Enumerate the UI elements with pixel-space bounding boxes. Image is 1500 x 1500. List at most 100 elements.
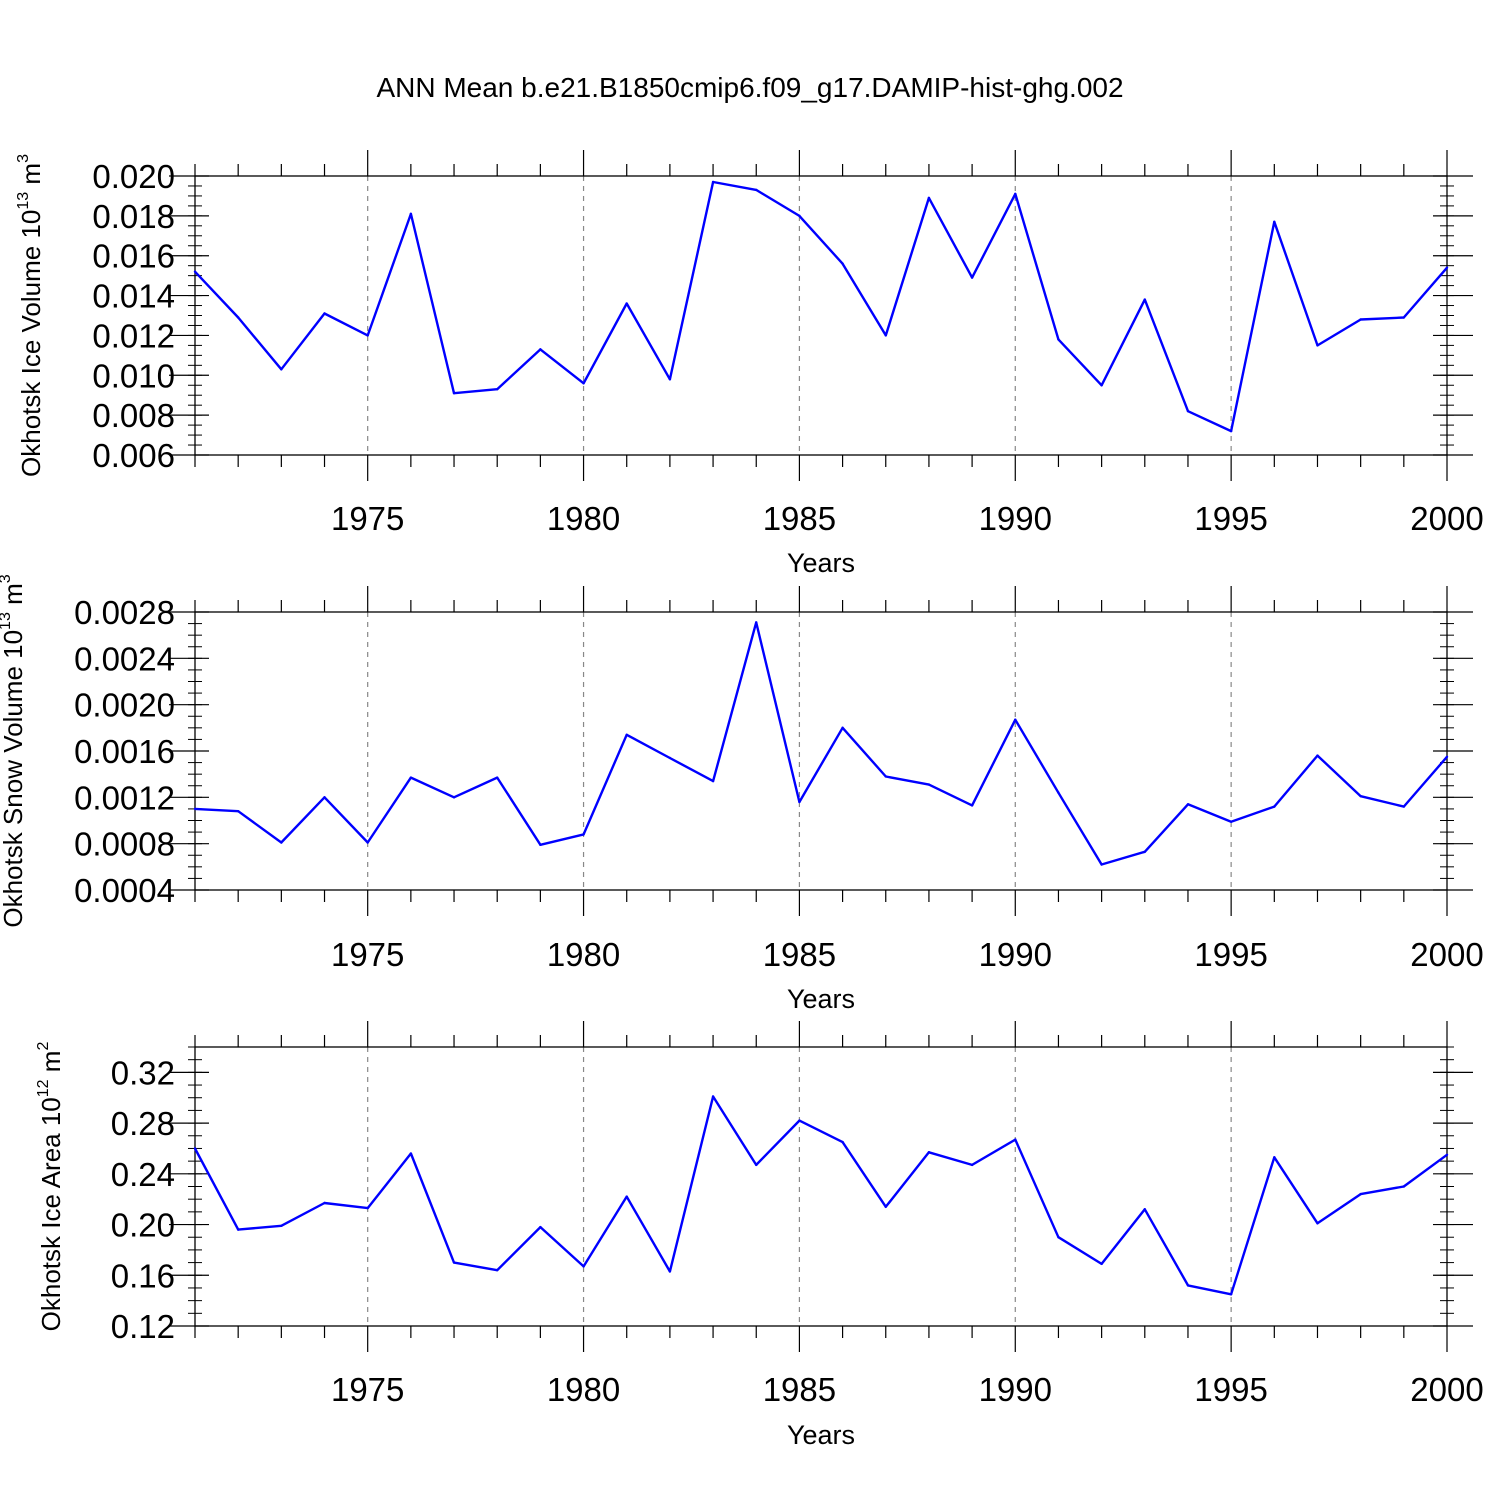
data-point: [1229, 1293, 1233, 1296]
data-point: [280, 1224, 283, 1228]
data-point: [1057, 791, 1060, 794]
data-point: [323, 796, 326, 799]
data-point: [366, 841, 369, 844]
y-tick-label: 0.0020: [74, 687, 175, 724]
data-point: [1186, 803, 1190, 806]
x-tick-label: 1990: [979, 1371, 1052, 1408]
x-tick-label: 1975: [331, 936, 404, 973]
x-tick-label: 1995: [1194, 500, 1267, 537]
data-point: [452, 392, 456, 395]
y-tick-label: 0.016: [92, 238, 175, 275]
y-axis-label: Okhotsk Ice Volume 1013 m3: [15, 154, 46, 477]
data-point: [1057, 338, 1060, 341]
data-point: [625, 302, 628, 305]
data-point: [1143, 850, 1146, 853]
data-point: [409, 212, 413, 216]
data-point: [668, 756, 672, 760]
data-point: [668, 1270, 672, 1273]
y-tick-label: 0.0012: [74, 779, 175, 816]
data-point: [1100, 863, 1103, 866]
x-axis-label: Years: [787, 1420, 855, 1450]
y-tick-label: 0.012: [92, 317, 175, 354]
x-tick-label: 1995: [1194, 936, 1267, 973]
y-tick-label: 0.16: [111, 1257, 175, 1294]
data-point: [1014, 192, 1017, 196]
data-point: [841, 1140, 844, 1144]
data-point: [755, 1163, 758, 1167]
data-point: [193, 270, 197, 273]
data-point: [927, 783, 931, 786]
y-tick-label: 0.0004: [74, 872, 175, 909]
data-point: [496, 1269, 499, 1272]
y-axis-label: Okhotsk Snow Volume 1013 m3: [0, 574, 28, 927]
data-point: [1143, 298, 1146, 301]
panel-3: 0.12 0.16 0.20 0.24 0.28 0.32 1975 1980 1985 1990…: [35, 1021, 1484, 1450]
data-point: [1186, 409, 1190, 413]
data-point: [1445, 1153, 1449, 1156]
x-tick-label: 1985: [763, 1371, 836, 1408]
data-point: [452, 796, 456, 799]
y-tick-label: 0.12: [111, 1308, 175, 1345]
data-point: [280, 841, 283, 844]
data-point: [539, 843, 542, 847]
y-tick-label: 0.006: [92, 437, 175, 474]
y-tick-label: 0.010: [92, 357, 175, 394]
data-point: [409, 776, 413, 779]
x-tick-label: 1975: [331, 1371, 404, 1408]
y-tick-label: 0.014: [92, 278, 175, 315]
y-tick-label: 0.008: [92, 397, 175, 434]
x-tick-label: 1990: [979, 936, 1052, 973]
data-point: [668, 378, 672, 381]
data-point: [1445, 755, 1449, 758]
data-point: [1100, 384, 1103, 387]
plot-frame: [194, 611, 1448, 891]
x-tick-label: 1980: [547, 1371, 620, 1408]
data-point: [1186, 1284, 1190, 1287]
data-point: [625, 1195, 628, 1198]
data-point: [970, 276, 974, 279]
data-point: [1273, 1156, 1276, 1159]
y-tick-label: 0.0024: [74, 640, 175, 677]
data-point: [1359, 318, 1362, 321]
data-point: [1359, 1192, 1362, 1196]
data-point: [841, 262, 844, 265]
x-tick-label: 1980: [547, 500, 620, 537]
data-point: [884, 334, 887, 337]
data-point: [1229, 429, 1233, 433]
data-point: [711, 1095, 715, 1098]
data-point: [582, 1265, 585, 1268]
x-axis-label: Years: [787, 984, 855, 1014]
data-point: [1143, 1208, 1146, 1211]
x-tick-label: 1980: [547, 936, 620, 973]
x-axis-label: Years: [787, 548, 855, 578]
figure-title: ANN Mean b.e21.B1850cmip6.f09_g17.DAMIP-…: [376, 72, 1124, 103]
data-point: [755, 621, 758, 624]
data-series-line: [193, 1095, 1448, 1296]
y-tick-label: 0.020: [92, 158, 175, 195]
x-tick-label: 1995: [1194, 1371, 1267, 1408]
x-tick-label: 2000: [1410, 500, 1483, 537]
data-point: [582, 382, 585, 385]
data-point: [1402, 1185, 1406, 1188]
data-point: [366, 334, 369, 337]
data-point: [1316, 344, 1319, 347]
data-point: [236, 1228, 240, 1231]
data-point: [625, 733, 628, 736]
data-point: [496, 776, 499, 779]
data-point: [539, 1225, 542, 1229]
data-point: [582, 833, 585, 836]
data-point: [366, 1206, 369, 1210]
data-point: [193, 1147, 197, 1150]
data-point: [1273, 805, 1276, 808]
y-tick-label: 0.0028: [74, 594, 175, 631]
data-point: [711, 180, 715, 184]
data-point: [1402, 316, 1406, 319]
data-series-line: [194, 621, 1448, 866]
data-point: [1402, 805, 1406, 808]
data-point: [884, 1205, 887, 1208]
data-point: [970, 804, 974, 807]
data-point: [798, 214, 801, 218]
data-point: [1229, 820, 1233, 823]
data-point: [323, 1201, 326, 1205]
x-tick-label: 1975: [331, 500, 404, 537]
